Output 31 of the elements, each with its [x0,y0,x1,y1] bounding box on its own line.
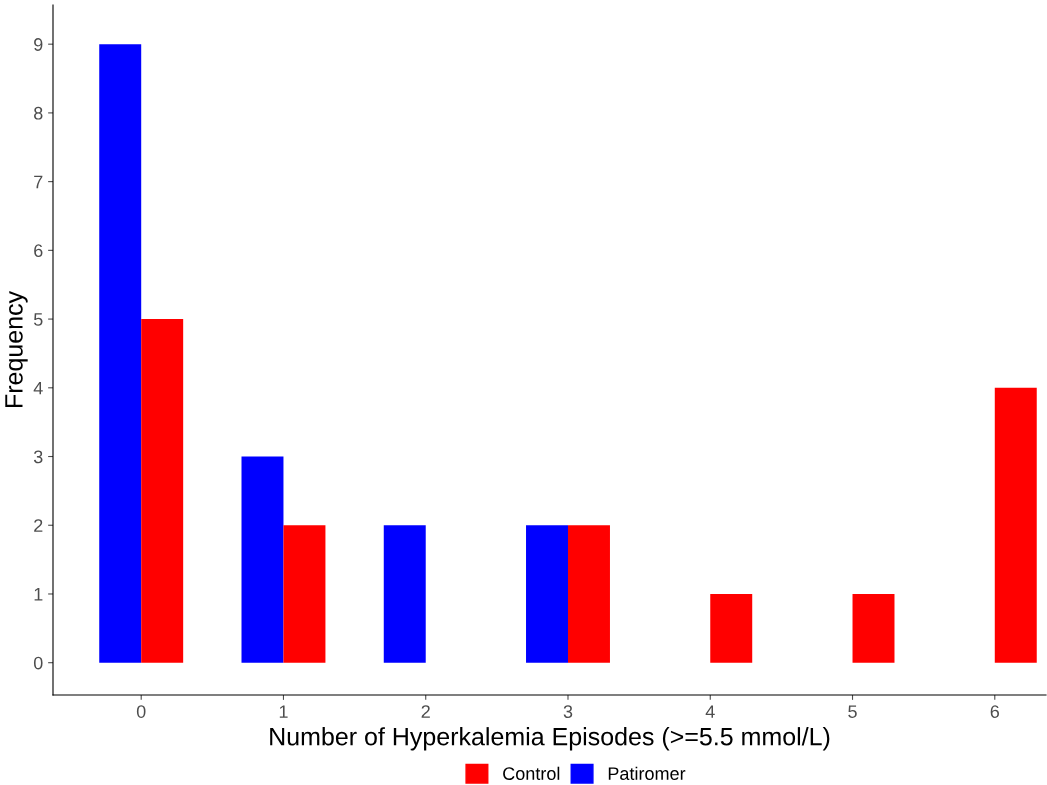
x-tick-label: 4 [705,705,715,718]
y-tick-label: 4 [33,381,43,395]
x-tick-label: 3 [563,705,573,718]
bar [526,525,568,663]
x-tick-label: 0 [136,705,146,718]
x-axis-title: Number of Hyperkalemia Episodes (>=5.5 mmol/L) [270,727,830,751]
bar [283,525,326,663]
legend-label: Control [503,766,560,780]
bar [99,44,142,663]
bar [567,525,610,663]
bar [710,593,753,663]
bar [141,319,184,663]
bar [994,387,1037,663]
bar [852,593,895,663]
y-tick-label: 2 [34,519,43,532]
legend-label: Patiromer [608,766,686,780]
x-tick-label: 6 [990,705,1000,718]
y-tick-label: 6 [34,244,43,258]
x-tick-label: 5 [848,705,857,718]
y-tick-label: 9 [34,38,43,51]
bar [241,456,284,663]
y-tick-label: 5 [33,313,43,326]
bar [383,525,426,663]
y-tick-label: 0 [33,656,43,670]
x-tick-label: 1 [279,705,288,718]
x-tick-label: 2 [421,705,430,718]
y-axis-title: Frequency [5,290,28,407]
y-tick-label: 7 [34,175,43,189]
y-tick-label: 1 [34,588,43,601]
y-tick-label: 8 [34,106,43,120]
y-tick-label: 3 [33,450,43,464]
